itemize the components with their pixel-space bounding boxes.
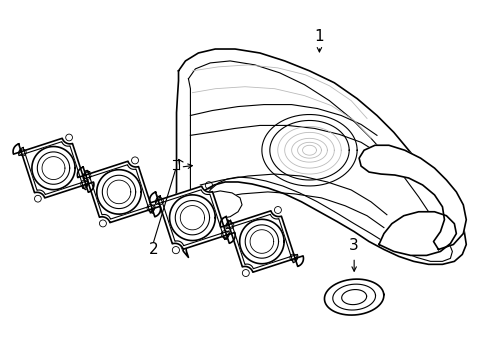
Text: 3: 3 (349, 238, 359, 253)
Polygon shape (170, 195, 215, 240)
Polygon shape (32, 147, 75, 190)
Polygon shape (13, 138, 94, 198)
Polygon shape (217, 220, 238, 239)
Polygon shape (359, 145, 466, 249)
Polygon shape (198, 191, 242, 219)
Polygon shape (240, 219, 284, 264)
Polygon shape (379, 212, 456, 255)
Polygon shape (175, 49, 466, 264)
Polygon shape (77, 161, 161, 222)
Polygon shape (146, 195, 166, 215)
Text: 1: 1 (315, 28, 324, 44)
Polygon shape (97, 170, 141, 214)
Polygon shape (220, 211, 303, 272)
Polygon shape (189, 61, 452, 261)
Polygon shape (149, 186, 235, 249)
Text: 2: 2 (149, 242, 159, 257)
Polygon shape (76, 170, 97, 190)
